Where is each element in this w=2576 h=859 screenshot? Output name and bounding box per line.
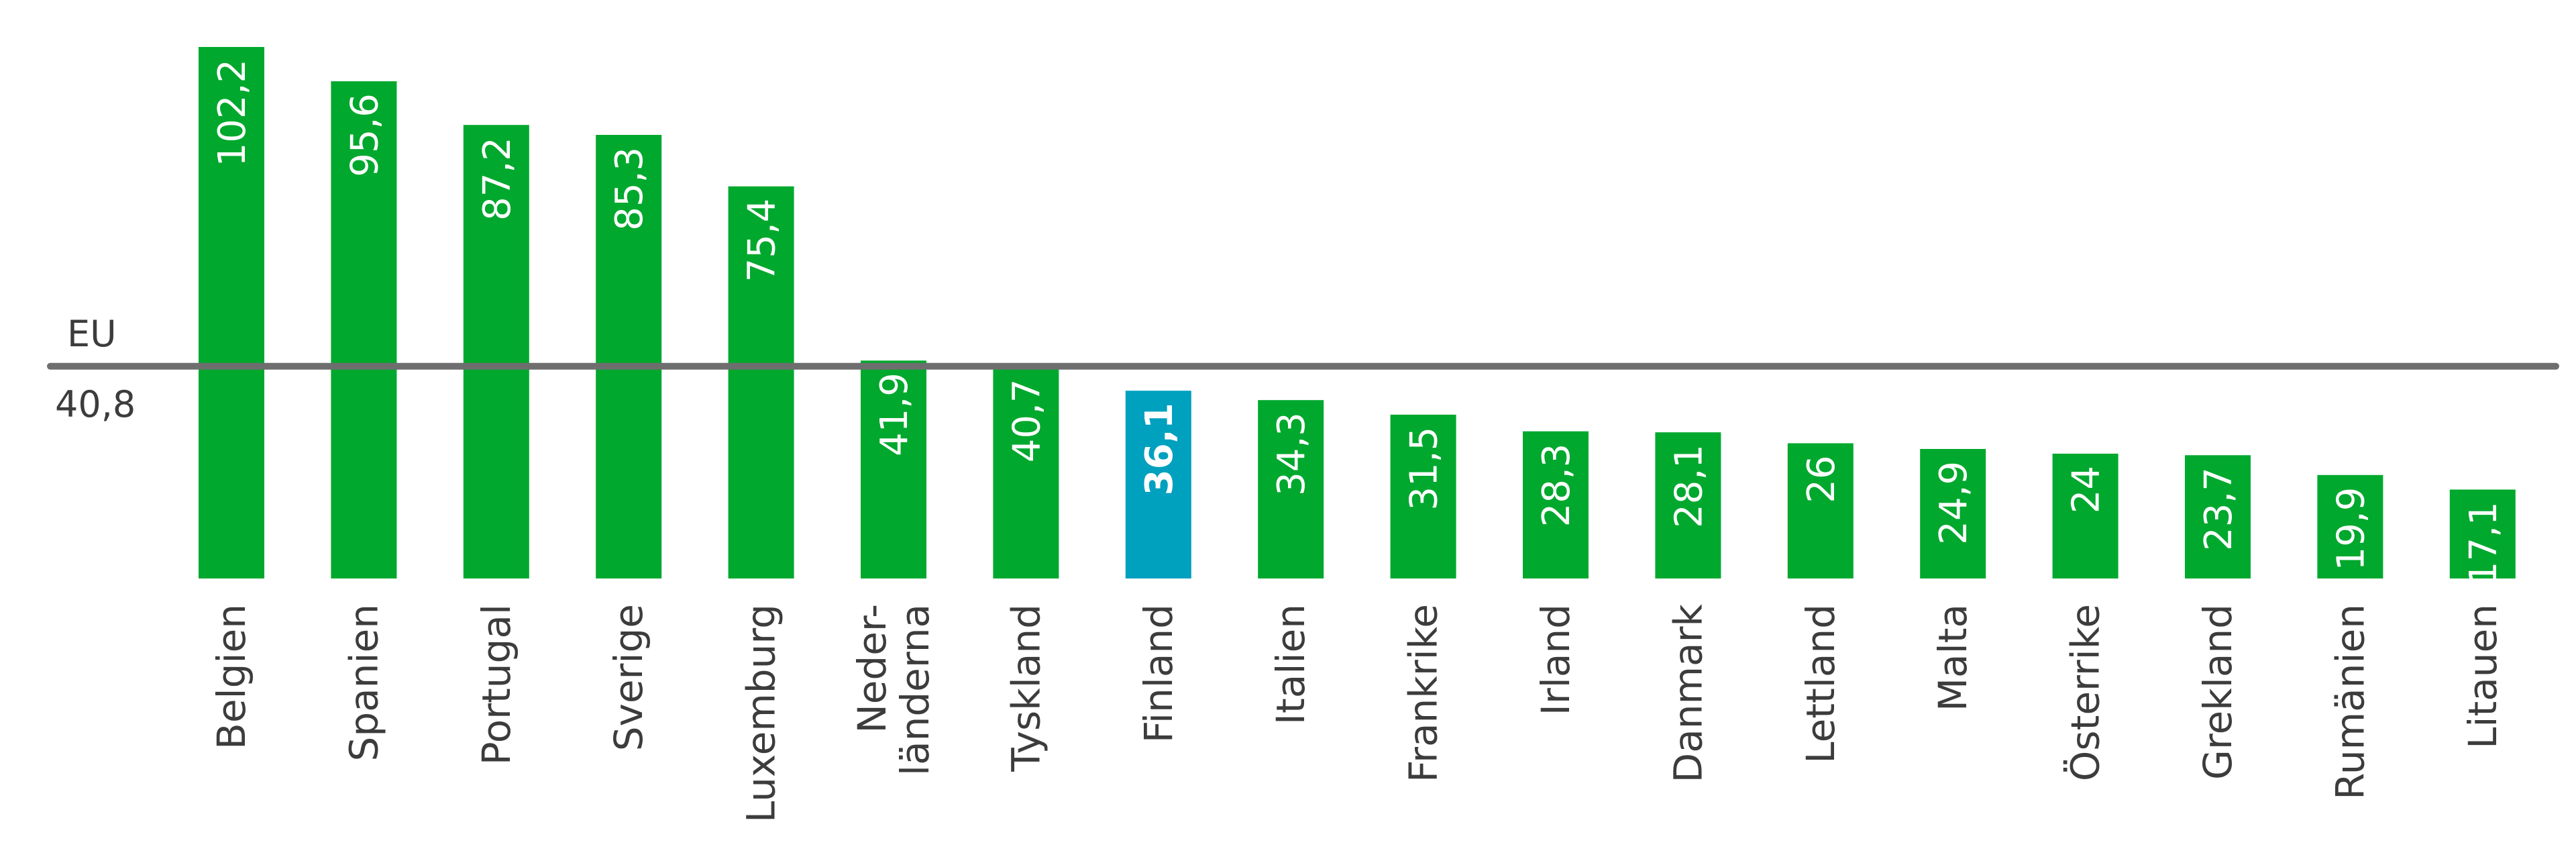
value-label-luxemburg: 75,4	[741, 199, 784, 283]
bar-irland	[1523, 431, 1589, 578]
category-label-österrike: Österrike	[2063, 604, 2108, 781]
bar-nederländerna	[861, 360, 926, 578]
category-label-belgien: Belgien	[209, 604, 254, 750]
value-label-portugal: 87,2	[476, 137, 519, 221]
category-label-finland: Finland	[1136, 604, 1181, 743]
category-label-luxemburg: Luxemburg	[739, 604, 784, 823]
labels-layer: 102,2 Belgien 95,6 Spanien 87,2 Portugal 85,3 S…	[209, 59, 2506, 823]
category-label-malta: Malta	[1930, 604, 1976, 711]
bar-danmark	[1655, 432, 1721, 578]
value-label-italien: 34,3	[1270, 412, 1313, 496]
category-label-nederländerna-line2: länderna	[892, 604, 938, 776]
value-label-spanien: 95,6	[343, 93, 386, 177]
category-label-irland: Irland	[1533, 604, 1578, 715]
bar-sverige	[596, 135, 662, 578]
category-label-italien: Italien	[1268, 604, 1313, 725]
category-label-spanien: Spanien	[341, 604, 386, 762]
category-label-lettland: Lettland	[1798, 604, 1843, 764]
value-label-frankrike: 31,5	[1403, 427, 1446, 511]
bar-lettland	[1787, 443, 1854, 578]
value-label-finland: 36,1	[1138, 403, 1181, 495]
category-label-tyskland: Tyskland	[1003, 604, 1049, 772]
value-label-grekland: 23,7	[2197, 467, 2241, 551]
value-label-lettland: 26	[1800, 456, 1843, 503]
bar-luxemburg	[728, 186, 794, 578]
bar-finland	[1125, 391, 1191, 578]
bar-frankrike	[1390, 414, 1456, 578]
value-label-österrike: 24	[2065, 466, 2108, 513]
reference-line-label: EU	[67, 313, 117, 355]
value-label-danmark: 28,1	[1667, 444, 1711, 528]
bar-litauen	[2449, 489, 2516, 578]
value-label-litauen: 17,1	[2462, 502, 2506, 586]
bar-italien	[1258, 400, 1324, 578]
category-label-danmark: Danmark	[1665, 604, 1711, 783]
bar-portugal	[463, 125, 529, 578]
bar-spanien	[331, 81, 397, 579]
value-label-tyskland: 40,7	[1005, 379, 1049, 463]
bar-österrike	[2052, 454, 2118, 578]
bars-layer	[199, 47, 2516, 579]
value-label-belgien: 102,2	[211, 59, 254, 166]
bar-tyskland	[993, 366, 1059, 578]
reference-line-group: EU 40,8	[47, 313, 2559, 425]
bar-rumänien	[2317, 474, 2383, 578]
category-label-litauen: Litauen	[2460, 604, 2506, 749]
bar-malta	[1920, 449, 1986, 578]
bar-grekland	[2185, 455, 2251, 578]
value-label-malta: 24,9	[1932, 461, 1976, 545]
value-label-irland: 28,3	[1535, 444, 1578, 527]
reference-line-value: 40,8	[55, 383, 136, 425]
category-label-sverige: Sverige	[606, 604, 651, 751]
value-label-rumänien: 19,9	[2329, 487, 2373, 571]
category-label-portugal: Portugal	[474, 604, 519, 765]
bar-belgien	[199, 47, 264, 578]
category-label-grekland: Grekland	[2195, 604, 2241, 780]
category-label-rumänien: Rumänien	[2327, 604, 2373, 800]
value-label-nederländerna: 41,9	[873, 372, 916, 456]
category-label-frankrike: Frankrike	[1401, 604, 1446, 782]
value-label-sverige: 85,3	[608, 147, 651, 231]
category-label-nederländerna-line1: Neder-	[849, 604, 895, 734]
